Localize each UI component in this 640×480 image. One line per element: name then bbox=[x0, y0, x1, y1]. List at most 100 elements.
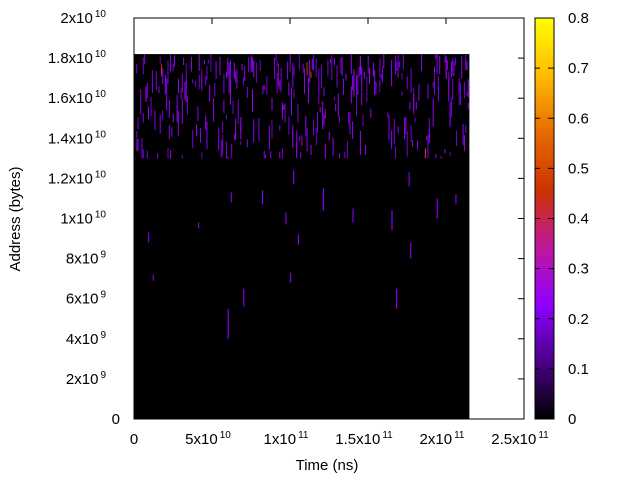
heatmap-cell bbox=[284, 105, 286, 123]
heatmap-cell bbox=[232, 100, 234, 114]
heatmap-cell bbox=[226, 115, 227, 120]
heatmap-cell bbox=[452, 58, 454, 76]
heatmap-cell bbox=[397, 126, 399, 134]
heatmap-cell bbox=[335, 104, 337, 112]
heatmap-streak bbox=[243, 288, 245, 307]
heatmap-cell bbox=[158, 86, 160, 94]
heatmap-streak bbox=[455, 194, 457, 205]
heatmap-cell bbox=[365, 145, 367, 155]
heatmap-cell bbox=[141, 138, 143, 159]
heatmap-cell bbox=[332, 137, 334, 156]
heatmap-streak bbox=[436, 198, 438, 219]
heatmap-cell bbox=[149, 157, 151, 159]
heatmap-cell bbox=[167, 60, 169, 85]
heatmap-cell bbox=[185, 79, 187, 103]
heatmap-cell bbox=[440, 156, 442, 159]
heatmap-cell bbox=[181, 74, 183, 93]
heatmap-cell bbox=[255, 62, 257, 83]
heatmap-cell bbox=[222, 121, 224, 133]
heatmap-cell bbox=[341, 57, 343, 77]
heatmap-cell bbox=[279, 80, 281, 90]
heatmap-cell bbox=[154, 111, 156, 130]
x-tick-label: 1.5x10 11 bbox=[335, 430, 393, 448]
heatmap-cell bbox=[361, 92, 363, 106]
heatmap-cell bbox=[362, 114, 364, 127]
heatmap-cell bbox=[324, 143, 326, 159]
y-tick-label: 8x10 9 bbox=[66, 250, 107, 268]
heatmap-cell bbox=[436, 54, 438, 74]
heatmap-cell bbox=[302, 63, 304, 73]
heatmap-cell bbox=[300, 152, 302, 159]
heatmap-streak bbox=[352, 208, 354, 223]
heatmap-streak bbox=[261, 190, 264, 205]
heatmap-cell bbox=[292, 130, 294, 149]
heatmap-cell bbox=[358, 66, 360, 77]
heatmap-cell bbox=[236, 68, 238, 89]
heatmap-cell bbox=[270, 151, 272, 159]
heatmap-cell bbox=[150, 96, 152, 116]
heatmap-background bbox=[134, 54, 470, 419]
colorbar-tick-label: 0 bbox=[568, 411, 576, 428]
heatmap-cell bbox=[339, 116, 341, 123]
heatmap-cell bbox=[437, 75, 439, 91]
heatmap-cell bbox=[205, 115, 207, 130]
heatmap-data bbox=[134, 54, 470, 419]
heatmap-cell bbox=[228, 68, 230, 94]
heatmap-streak bbox=[391, 210, 393, 231]
heatmap-cell bbox=[205, 76, 207, 85]
heatmap-cell bbox=[432, 98, 434, 108]
heatmap-cell bbox=[194, 80, 196, 87]
heatmap-cell bbox=[395, 55, 396, 75]
heatmap-cell bbox=[454, 57, 456, 66]
heatmap-cell bbox=[279, 125, 281, 131]
heatmap-cell bbox=[461, 55, 463, 79]
heatmap-cell bbox=[223, 73, 225, 94]
colorbar-tick-label: 0.7 bbox=[568, 60, 589, 77]
heatmap-cell bbox=[304, 68, 305, 89]
heatmap-cell bbox=[154, 110, 156, 118]
heatmap-cell bbox=[383, 54, 385, 69]
heatmap-cell bbox=[379, 80, 381, 93]
heatmap-cell bbox=[458, 84, 460, 105]
heatmap-cell bbox=[136, 64, 138, 73]
heatmap-cell bbox=[166, 78, 168, 102]
heatmap-cell bbox=[328, 131, 330, 141]
heatmap-cell bbox=[437, 86, 439, 102]
heatmap-cell bbox=[213, 98, 214, 122]
x-tick-label: 1x10 11 bbox=[264, 430, 309, 448]
heatmap-cell bbox=[137, 137, 139, 151]
heatmap-cell bbox=[297, 103, 299, 123]
heatmap-cell bbox=[271, 97, 273, 111]
heatmap-cell bbox=[467, 102, 469, 109]
heatmap-cell bbox=[281, 102, 283, 120]
heatmap-cell bbox=[203, 60, 205, 65]
heatmap-cell bbox=[406, 76, 408, 89]
heatmap-cell bbox=[313, 54, 315, 70]
heatmap-cell bbox=[226, 141, 227, 159]
heatmap-cell bbox=[192, 79, 194, 84]
heatmap-cell bbox=[181, 155, 183, 159]
heatmap-cell bbox=[404, 117, 406, 140]
heatmap-cell bbox=[406, 131, 408, 157]
heatmap-cell bbox=[467, 79, 469, 98]
heatmap-cell bbox=[229, 59, 231, 86]
heatmap-streak bbox=[152, 274, 154, 281]
heatmap-cell bbox=[428, 127, 430, 144]
heatmap-cell bbox=[288, 82, 290, 96]
heatmap-cell bbox=[318, 68, 320, 93]
heatmap-cell bbox=[298, 54, 300, 70]
y-tick-label: 2x10 9 bbox=[66, 370, 107, 388]
heatmap-cell bbox=[252, 89, 253, 112]
heatmap-cell bbox=[319, 106, 321, 113]
heatmap-cell bbox=[210, 54, 212, 72]
heatmap-cell bbox=[222, 135, 224, 156]
heatmap-cell bbox=[340, 57, 342, 74]
heatmap-cell bbox=[162, 68, 164, 84]
heatmap-cell bbox=[409, 102, 411, 110]
heatmap-cell bbox=[435, 54, 437, 60]
heatmap-streak bbox=[410, 242, 412, 259]
heatmap-cell bbox=[240, 140, 242, 145]
heatmap-cell bbox=[393, 119, 395, 144]
heatmap-cell bbox=[449, 111, 451, 128]
heatmap-cell bbox=[463, 135, 465, 152]
